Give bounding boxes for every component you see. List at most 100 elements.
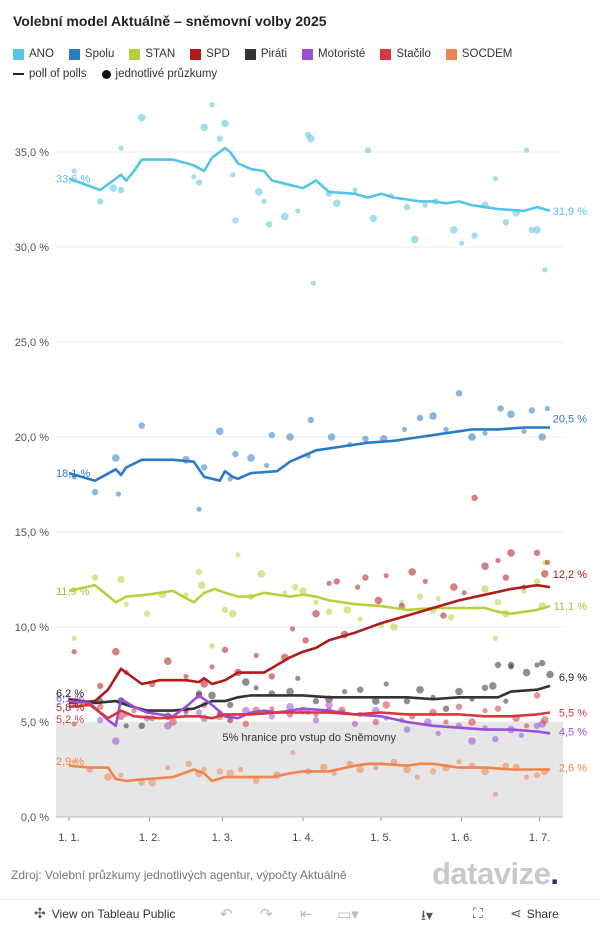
poll-dot <box>492 635 498 642</box>
poll-dot <box>502 762 509 769</box>
poll-dot <box>492 176 498 182</box>
poll-dot <box>403 697 411 705</box>
y-tick-label: 0,0 % <box>21 812 49 824</box>
poll-dot <box>450 583 458 591</box>
legend-item-dot: jednotlivé průzkumy <box>101 68 217 80</box>
pause-icon[interactable]: ▭▾ <box>337 906 359 923</box>
poll-dot <box>312 697 320 705</box>
poll-dot <box>411 235 419 244</box>
series-end-label: 11,1 % <box>554 601 588 613</box>
poll-dot <box>325 608 333 615</box>
legend-label: SOCDEM <box>461 48 513 60</box>
poll-dot <box>325 701 333 709</box>
poll-dot <box>362 435 369 443</box>
legend-swatch-icon <box>380 48 392 60</box>
legend-swatch-icon <box>13 48 24 60</box>
poll-dot <box>342 689 348 695</box>
series-start-label: 6,1 % <box>56 693 84 705</box>
series-start-label: 5,8 % <box>56 702 84 714</box>
poll-dot <box>201 766 207 773</box>
poll-dot <box>422 202 428 208</box>
series-start-label: 11,9 % <box>56 586 90 598</box>
poll-dot <box>481 684 489 691</box>
threshold-label: 5% hranice pro vstup do Sněmovny <box>222 732 396 744</box>
poll-dot <box>403 726 411 733</box>
legend-item-ano[interactable]: ANO <box>13 48 54 60</box>
chart-plot[interactable]: 0,0 % 5,0 % 10,0 % 15,0 % 20,0 % 25,0 % 30,0 %… <box>0 0 600 850</box>
series-line <box>68 762 550 783</box>
poll-dot <box>232 450 239 458</box>
fullscreen-icon[interactable]: ⛶ <box>473 905 483 921</box>
poll-dot <box>538 433 546 441</box>
poll-dot <box>362 574 369 581</box>
series-line <box>68 583 551 615</box>
view-on-tableau-label: View on Tableau Public <box>51 906 176 921</box>
legend-item-stačilo[interactable]: Stačilo <box>380 48 431 60</box>
poll-dot <box>374 596 383 605</box>
poll-dot <box>185 760 192 767</box>
view-on-tableau-button[interactable]: ✣ View on Tableau Public <box>34 905 175 922</box>
poll-dot <box>97 703 104 710</box>
poll-dot <box>327 433 336 441</box>
legend-item-piráti[interactable]: Piráti <box>244 48 287 60</box>
poll-dot <box>195 568 203 576</box>
poll-dot <box>356 765 365 774</box>
poll-dot <box>112 454 120 462</box>
undo-icon[interactable]: ↶ <box>220 906 233 923</box>
y-tick-label: 20,0 % <box>15 432 49 444</box>
share-button[interactable]: ⋖ Share <box>510 905 559 922</box>
dot-swatch-icon <box>101 69 111 79</box>
legend-item-stan[interactable]: STAN <box>129 48 175 60</box>
legend-item-socdem[interactable]: SOCDEM <box>445 48 513 60</box>
poll-dot <box>307 416 314 424</box>
poll-dot <box>429 768 437 775</box>
poll-dot <box>448 614 455 621</box>
poll-dot <box>546 670 554 679</box>
poll-dot <box>286 433 294 441</box>
poll-dot <box>456 759 462 765</box>
legend-swatch-icon <box>244 48 256 60</box>
poll-dot <box>216 768 223 775</box>
poll-dot <box>482 708 488 714</box>
poll-dot <box>209 664 215 670</box>
poll-dot <box>528 226 535 234</box>
series-line <box>68 583 551 705</box>
poll-dot <box>373 765 379 771</box>
poll-dot <box>261 198 267 204</box>
legend-label: STAN <box>145 48 176 60</box>
share-label: Share <box>526 906 559 921</box>
legend-item-motoristé[interactable]: Motoristé <box>302 48 365 60</box>
legend-item-spd[interactable]: SPD <box>190 48 230 60</box>
poll-dot <box>534 662 540 668</box>
legend-item-spolu[interactable]: Spolu <box>68 48 114 60</box>
poll-dot <box>521 588 527 594</box>
poll-dot <box>71 168 77 174</box>
poll-dot <box>390 623 398 631</box>
poll-dot <box>118 772 124 778</box>
poll-dot <box>229 609 237 618</box>
poll-dot <box>310 280 316 286</box>
poll-dot <box>459 240 465 246</box>
poll-dot <box>302 637 309 644</box>
poll-dot <box>238 766 244 773</box>
poll-dot <box>524 774 530 780</box>
revert-icon[interactable]: ⇤ <box>300 906 313 923</box>
poll-dot <box>468 433 476 441</box>
poll-dot <box>208 691 216 700</box>
x-tick-label: 1. 2. <box>139 832 160 844</box>
poll-dot <box>216 135 223 142</box>
poll-dot <box>242 706 250 715</box>
poll-dot <box>148 779 156 787</box>
poll-dot <box>333 578 340 585</box>
poll-dot <box>481 562 489 570</box>
poll-dot <box>524 723 530 729</box>
poll-dot <box>482 430 488 436</box>
poll-dot <box>481 767 489 776</box>
redo-icon[interactable]: ↷ <box>260 906 273 923</box>
download-icon[interactable]: ⭳▾ <box>421 907 433 923</box>
poll-dot <box>91 574 99 581</box>
poll-dot <box>227 701 234 709</box>
poll-dot <box>443 426 449 432</box>
poll-dot <box>471 232 478 239</box>
poll-dot <box>521 428 527 434</box>
